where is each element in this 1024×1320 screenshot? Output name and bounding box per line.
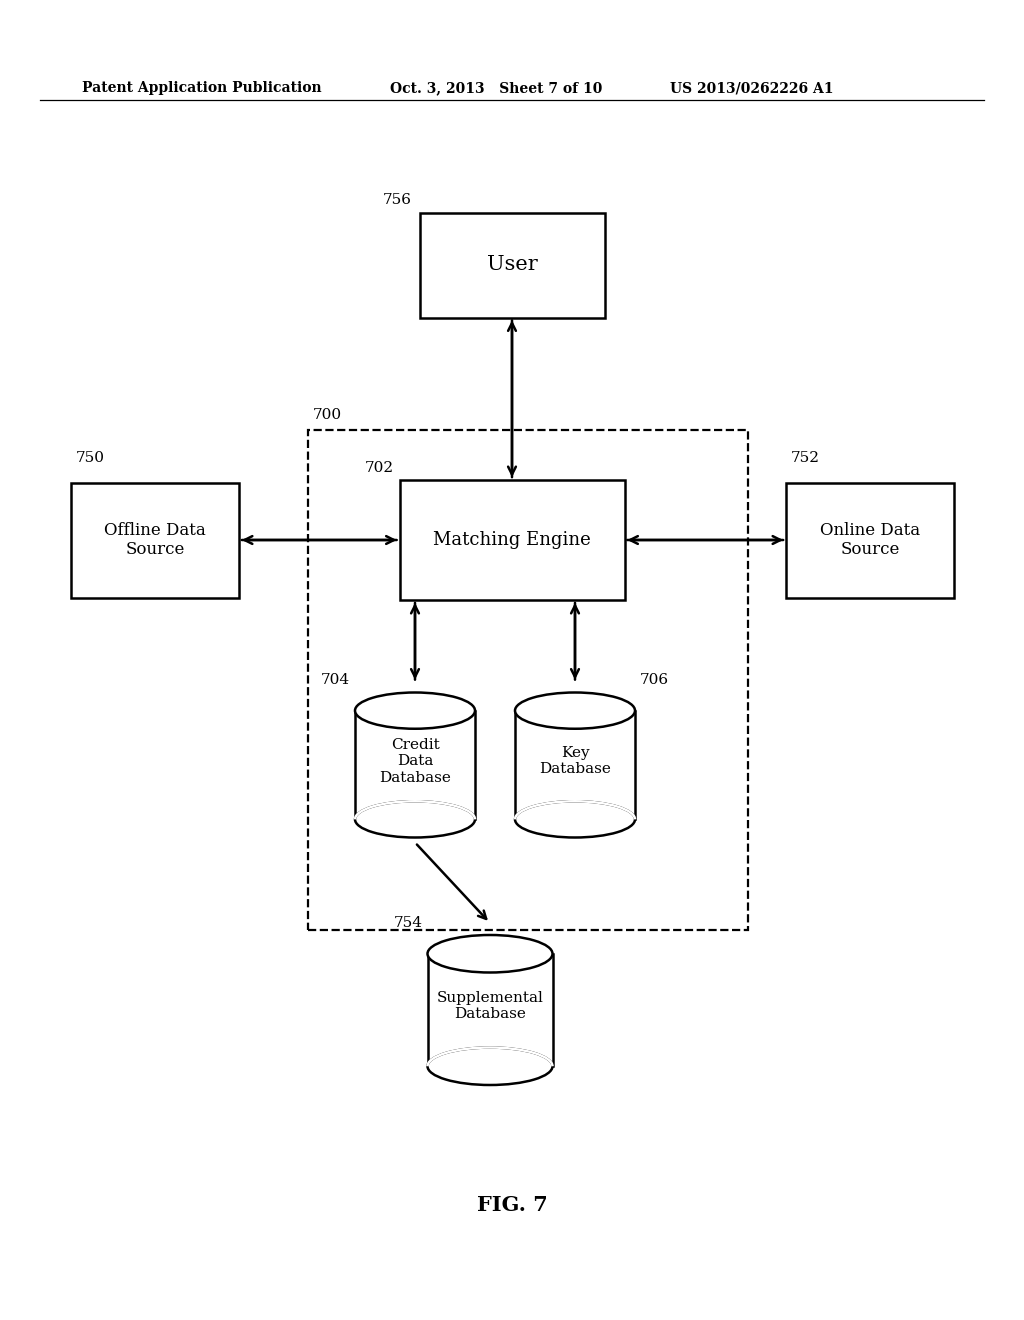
- Bar: [71, 483, 239, 598]
- Text: 754: 754: [393, 916, 423, 931]
- Ellipse shape: [355, 801, 475, 837]
- Text: 704: 704: [321, 673, 350, 688]
- Text: 706: 706: [640, 673, 669, 688]
- Ellipse shape: [427, 935, 553, 973]
- Bar: [515, 710, 635, 820]
- Ellipse shape: [355, 693, 475, 729]
- Text: 752: 752: [791, 450, 820, 465]
- Ellipse shape: [427, 1048, 553, 1085]
- Ellipse shape: [515, 693, 635, 729]
- Text: Credit
Data
Database: Credit Data Database: [379, 738, 451, 784]
- Text: 756: 756: [383, 194, 412, 207]
- Text: FIG. 7: FIG. 7: [476, 1195, 548, 1214]
- Text: Offline Data
Source: Offline Data Source: [104, 521, 206, 558]
- Text: User: User: [486, 256, 538, 275]
- Text: US 2013/0262226 A1: US 2013/0262226 A1: [670, 81, 834, 95]
- Text: Oct. 3, 2013   Sheet 7 of 10: Oct. 3, 2013 Sheet 7 of 10: [390, 81, 602, 95]
- Text: 700: 700: [313, 408, 342, 422]
- Ellipse shape: [515, 801, 635, 837]
- Text: 750: 750: [76, 450, 105, 465]
- Bar: [399, 480, 625, 601]
- Text: Patent Application Publication: Patent Application Publication: [82, 81, 322, 95]
- Text: Matching Engine: Matching Engine: [433, 531, 591, 549]
- Text: 702: 702: [365, 461, 393, 475]
- Text: Supplemental
Database: Supplemental Database: [436, 991, 544, 1022]
- Text: Online Data
Source: Online Data Source: [820, 521, 920, 558]
- Bar: [355, 710, 475, 820]
- Bar: [786, 483, 954, 598]
- Bar: [427, 954, 553, 1067]
- Text: Key
Database: Key Database: [539, 746, 611, 776]
- Bar: [420, 213, 604, 318]
- Bar: [308, 430, 748, 931]
